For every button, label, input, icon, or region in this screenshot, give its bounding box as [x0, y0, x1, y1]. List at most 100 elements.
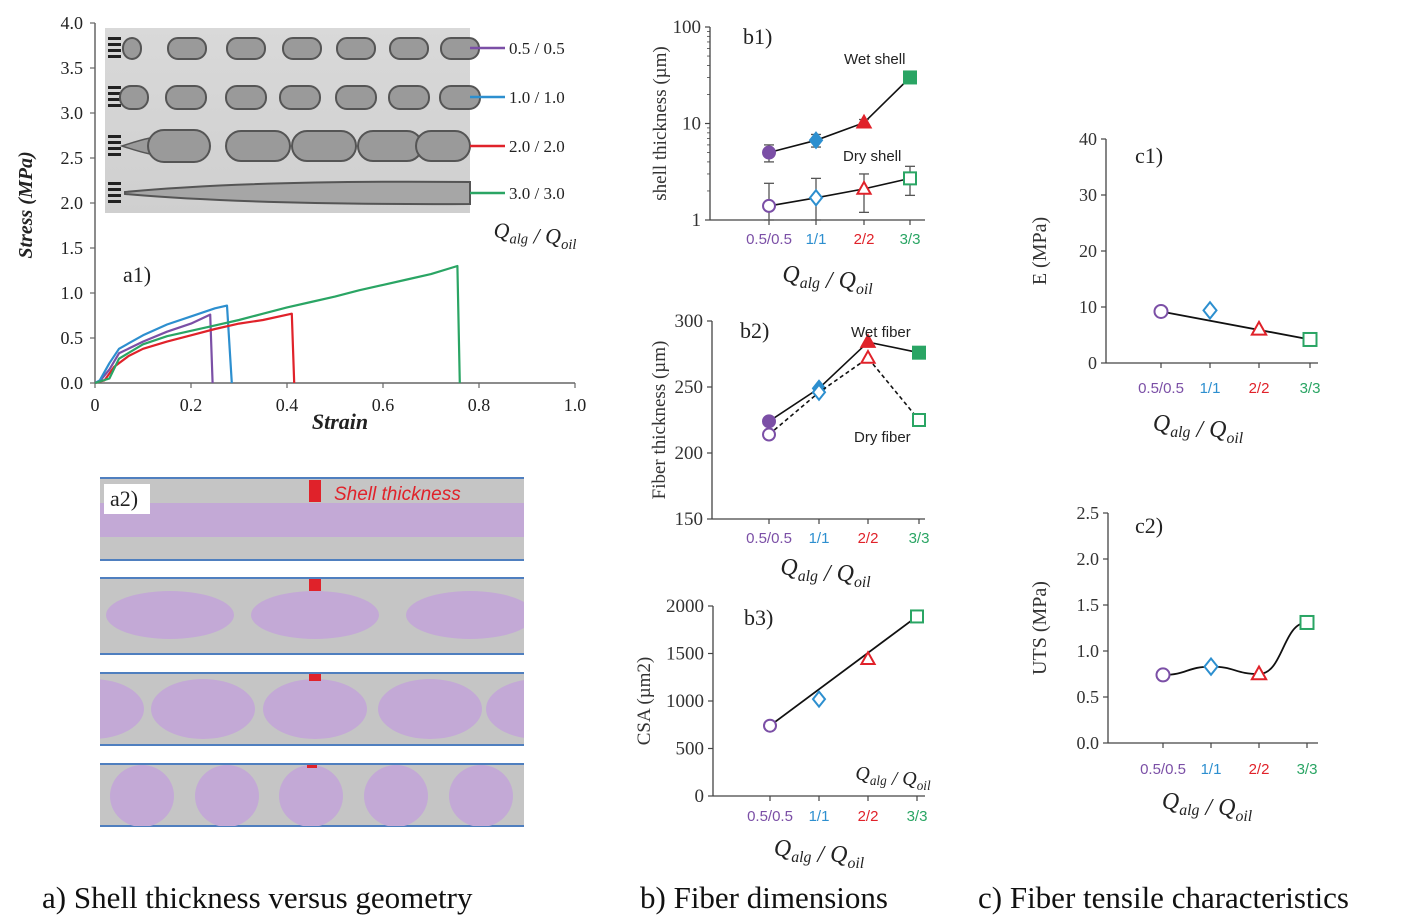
core-droplet: [486, 680, 524, 738]
x-tick-label: 2/2: [854, 231, 875, 248]
data-point: [1302, 331, 1318, 347]
y-tick-label: 300: [675, 311, 704, 332]
x-tick-label: 1/1: [1201, 761, 1222, 778]
x-tick-label: 0.5/0.5: [747, 808, 793, 825]
x-tick-label: 2/2: [1249, 761, 1270, 778]
data-point: [1202, 300, 1218, 321]
shell-marker: [307, 765, 317, 768]
shell-marker: [309, 579, 321, 591]
caption-c: c) Fiber tensile characteristics: [978, 880, 1349, 915]
x-tick-label: 0.4: [276, 395, 299, 415]
data-point: [762, 198, 776, 213]
data-point: [1299, 614, 1315, 630]
y-tick-label: 40: [1079, 129, 1097, 149]
y-tick-label: 250: [675, 377, 704, 398]
y-tick-label: 3.0: [61, 103, 84, 123]
axis-label-part: Q: [837, 561, 854, 587]
axis-label-part: Q: [782, 262, 799, 288]
x-axis-label: Qalg / Qoil: [780, 555, 871, 591]
y-tick-label: 10: [1079, 297, 1097, 317]
y-tick-label: 1.0: [61, 283, 84, 303]
core-droplet: [195, 765, 259, 826]
droplet: [226, 37, 266, 60]
axis-label-part: oil: [856, 281, 873, 298]
fit-line: [769, 615, 918, 727]
axis-label-part: oil: [847, 855, 864, 872]
series-line: [94, 264, 461, 385]
core-droplet: [449, 765, 513, 826]
figure-canvas: 0.5 / 0.5 1.0 / 1.0 2.0 / 2.0 3.0 / 3.0 Qalg…: [15, 13, 1320, 872]
droplet: [388, 85, 430, 110]
axis-label-part: Q: [855, 763, 870, 785]
droplet: [415, 130, 471, 162]
chart-c1: 0 10 20 30 40 0.5/0.5 1/1 2/2 3/3 E (MPa) Qalg / Q…: [1029, 129, 1320, 447]
y-tick-label: 2.0: [61, 193, 84, 213]
axis-label-part: /: [887, 768, 903, 790]
y-tick-label: 0.5: [61, 328, 84, 348]
y-tick-label: 0.0: [61, 373, 84, 393]
x-axis-label: Strain: [312, 409, 368, 434]
data-point: [1203, 656, 1219, 677]
x-tick-label: 2/2: [858, 808, 879, 825]
droplet: [225, 85, 267, 110]
x-axis-label: Qalg / Qoil: [774, 836, 865, 872]
ruler-tick: [108, 153, 121, 156]
shell-marker: [309, 480, 321, 502]
y-tick-label: 4.0: [61, 13, 84, 33]
series-line: [94, 312, 296, 385]
axis-label-part: /: [1199, 795, 1218, 821]
droplet: [357, 130, 423, 162]
droplet: [225, 130, 291, 162]
shell-thickness-label: Shell thickness: [334, 484, 461, 505]
series-line: [768, 356, 920, 436]
panel-label: b3): [744, 605, 773, 630]
droplet: [119, 85, 149, 110]
data-point: [855, 113, 873, 129]
y-tick-label: 3.5: [61, 58, 84, 78]
droplet: [122, 37, 142, 60]
x-tick-label: 0.5/0.5: [746, 530, 792, 547]
y-tick-label: 200: [675, 443, 704, 464]
axis-label-part: Q: [1218, 795, 1235, 821]
series-line: [768, 177, 911, 207]
axis-label-part: /: [1190, 417, 1209, 443]
y-tick-label: 1.5: [1077, 595, 1100, 615]
axis-label-part: Q: [494, 218, 510, 243]
ruler-tick: [108, 86, 121, 89]
y-axis-label: Fiber thickness (µm): [649, 341, 670, 500]
series-label: Dry shell: [843, 148, 901, 165]
core-droplet: [406, 591, 524, 639]
x-tick-label: 1/1: [809, 808, 830, 825]
data-point: [859, 333, 877, 348]
axis-label-part: Q: [839, 268, 856, 294]
core-group: [110, 765, 513, 826]
ruler-tick: [108, 49, 121, 52]
axis-label-part: alg: [800, 275, 820, 292]
core-continuous: [100, 503, 524, 537]
axis-label-part: alg: [791, 849, 811, 866]
x-tick-label: 1.0: [564, 395, 587, 415]
y-tick-label: 0: [1088, 353, 1097, 373]
droplet: [336, 37, 376, 60]
data-point: [1250, 319, 1268, 336]
panel-label: c1): [1135, 143, 1163, 168]
y-tick-label: 20: [1079, 241, 1097, 261]
core-droplet: [110, 765, 174, 826]
data-point: [859, 349, 877, 364]
axis-label-part: oil: [854, 574, 871, 591]
series-line: [768, 76, 911, 154]
x-tick-label: 1/1: [809, 530, 830, 547]
data-point: [811, 383, 827, 402]
y-tick-label: 1.0: [1077, 641, 1100, 661]
data-point: [1250, 664, 1268, 681]
droplet: [282, 37, 322, 60]
ruler-tick: [108, 98, 121, 101]
axis-label-part: alg: [1170, 424, 1190, 441]
axis-label-part: /: [528, 224, 545, 249]
y-axis-label: CSA (µm2): [634, 657, 655, 746]
y-axis-label: shell thickness (µm): [650, 46, 671, 200]
data-point: [808, 131, 824, 150]
x-tick-label: 3/3: [1300, 380, 1321, 397]
x-tick-label: 0.5/0.5: [1140, 761, 1186, 778]
